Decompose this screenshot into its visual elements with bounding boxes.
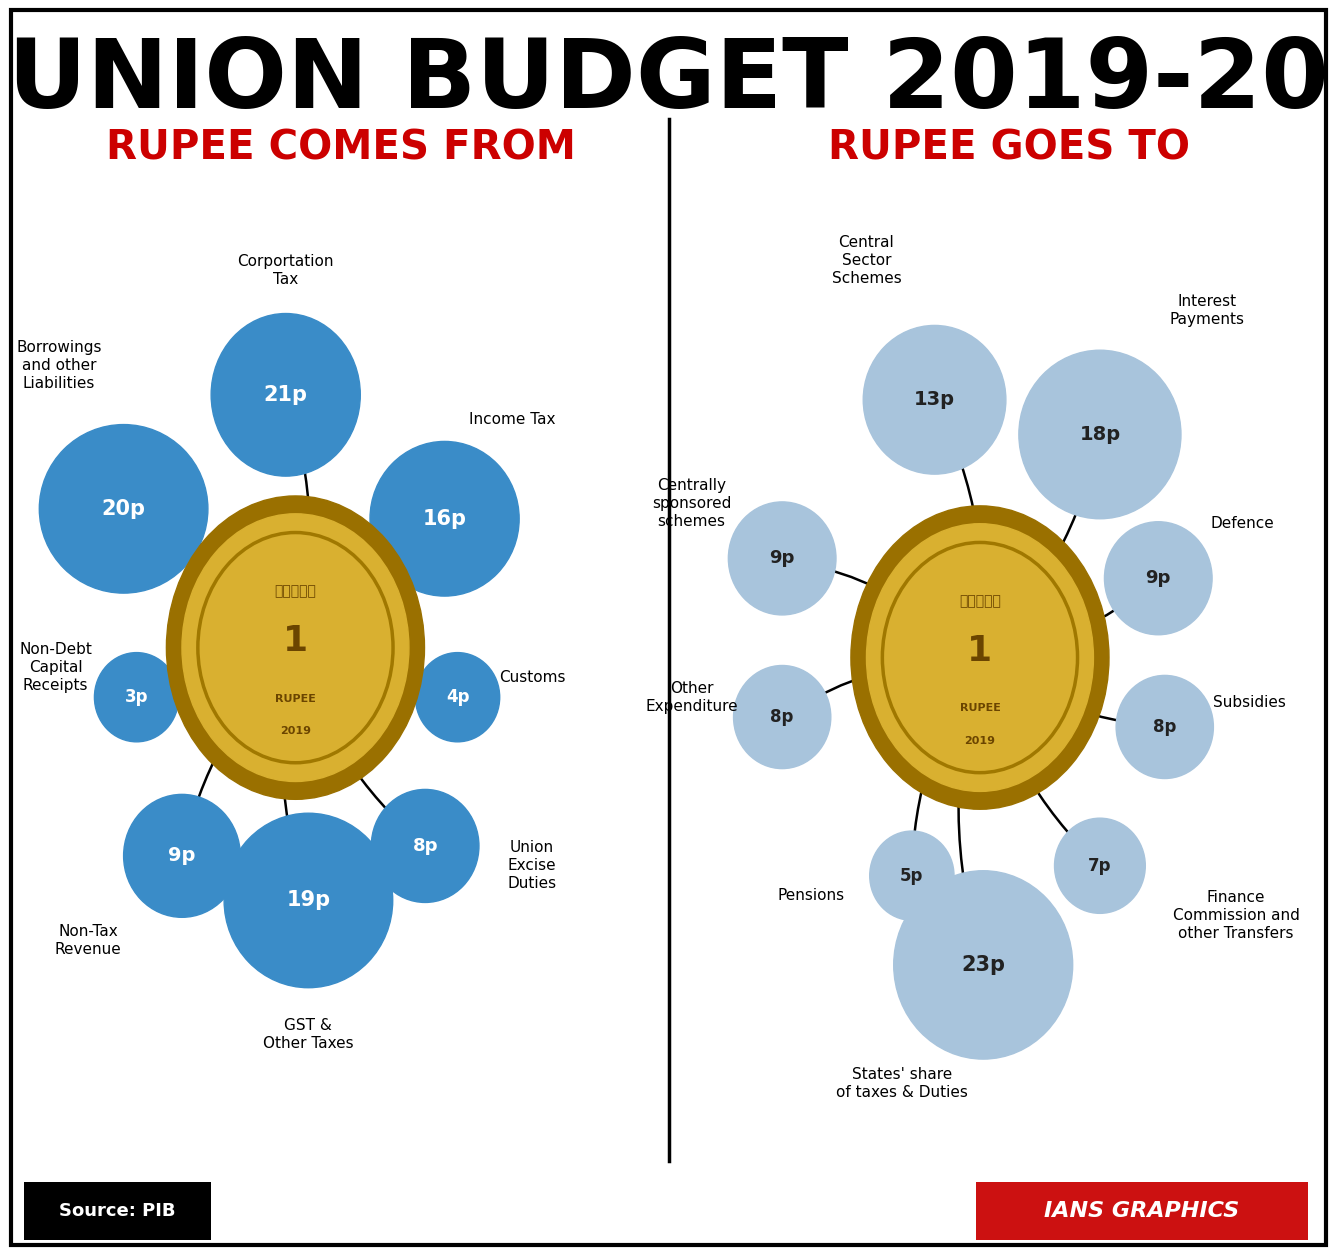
Text: 19p: 19p: [286, 891, 330, 910]
Text: IANS GRAPHICS: IANS GRAPHICS: [1044, 1201, 1239, 1221]
Text: Non-Debt
Capital
Receipts: Non-Debt Capital Receipts: [19, 643, 92, 693]
Ellipse shape: [870, 831, 955, 920]
Ellipse shape: [864, 325, 1005, 474]
Text: Corportation
Tax: Corportation Tax: [238, 255, 334, 287]
Ellipse shape: [850, 506, 1108, 809]
Text: Borrowings
and other
Liabilities: Borrowings and other Liabilities: [16, 340, 102, 390]
Text: 1: 1: [968, 634, 992, 668]
Ellipse shape: [729, 502, 836, 615]
Text: 21p: 21p: [263, 385, 308, 405]
Text: 2019: 2019: [279, 725, 312, 735]
Text: 18p: 18p: [1079, 425, 1120, 444]
Text: 5p: 5p: [900, 867, 924, 885]
Text: Central
Sector
Schemes: Central Sector Schemes: [832, 236, 901, 286]
Ellipse shape: [1019, 350, 1181, 518]
Ellipse shape: [170, 501, 421, 794]
Text: Union
Excise
Duties: Union Excise Duties: [508, 841, 556, 891]
Ellipse shape: [416, 653, 500, 742]
Ellipse shape: [39, 424, 209, 594]
Ellipse shape: [372, 789, 479, 902]
Text: 8p: 8p: [1152, 718, 1177, 735]
Text: Income Tax: Income Tax: [469, 412, 556, 427]
Ellipse shape: [370, 442, 519, 596]
Ellipse shape: [854, 511, 1106, 804]
Ellipse shape: [178, 510, 413, 786]
Text: UNION BUDGET 2019-20: UNION BUDGET 2019-20: [8, 35, 1329, 128]
Text: Defence: Defence: [1211, 516, 1274, 531]
Text: Interest
Payments: Interest Payments: [1170, 294, 1245, 328]
Text: RUPEE: RUPEE: [960, 703, 1000, 713]
Text: 8p: 8p: [770, 708, 794, 727]
Ellipse shape: [225, 813, 393, 988]
Text: 8p: 8p: [412, 837, 439, 855]
Ellipse shape: [1055, 818, 1146, 914]
Text: 1: 1: [283, 624, 308, 658]
Ellipse shape: [211, 314, 360, 476]
Ellipse shape: [174, 505, 417, 791]
Ellipse shape: [95, 653, 179, 742]
Text: 20p: 20p: [102, 498, 146, 518]
Text: 3p: 3p: [124, 688, 148, 707]
Text: 16p: 16p: [422, 508, 467, 528]
Text: 7p: 7p: [1088, 857, 1111, 875]
Text: रूपया: रूपया: [959, 595, 1001, 609]
Ellipse shape: [734, 665, 830, 768]
Text: Customs: Customs: [499, 670, 566, 685]
Ellipse shape: [182, 513, 409, 782]
Text: Source: PIB: Source: PIB: [59, 1202, 176, 1220]
Text: Other
Expenditure: Other Expenditure: [644, 680, 738, 714]
Ellipse shape: [866, 523, 1094, 792]
Text: RUPEE COMES FROM: RUPEE COMES FROM: [106, 128, 576, 168]
Text: Non-Tax
Revenue: Non-Tax Revenue: [55, 924, 122, 956]
Text: RUPEE GOES TO: RUPEE GOES TO: [829, 128, 1190, 168]
Ellipse shape: [1116, 675, 1214, 778]
Ellipse shape: [1104, 522, 1213, 635]
Ellipse shape: [166, 496, 424, 799]
Text: 9p: 9p: [1146, 570, 1171, 587]
Text: RUPEE: RUPEE: [275, 694, 316, 704]
Text: 23p: 23p: [961, 955, 1005, 975]
Text: 13p: 13p: [915, 390, 955, 409]
Text: Centrally
sponsored
schemes: Centrally sponsored schemes: [651, 478, 731, 530]
Text: Finance
Commission and
other Transfers: Finance Commission and other Transfers: [1173, 890, 1300, 941]
Text: GST &
Other Taxes: GST & Other Taxes: [263, 1018, 354, 1050]
Text: 2019: 2019: [964, 735, 996, 745]
Text: Subsidies: Subsidies: [1213, 695, 1285, 709]
Text: 9p: 9p: [770, 550, 796, 567]
Ellipse shape: [862, 520, 1098, 796]
Text: States' share
of taxes & Duties: States' share of taxes & Duties: [836, 1068, 968, 1101]
Ellipse shape: [858, 515, 1102, 801]
Text: 9p: 9p: [168, 846, 195, 866]
Ellipse shape: [893, 871, 1072, 1059]
Text: Pensions: Pensions: [778, 889, 845, 904]
Text: रूपया: रूपया: [274, 585, 317, 599]
Text: 4p: 4p: [445, 688, 469, 707]
Ellipse shape: [123, 794, 241, 917]
